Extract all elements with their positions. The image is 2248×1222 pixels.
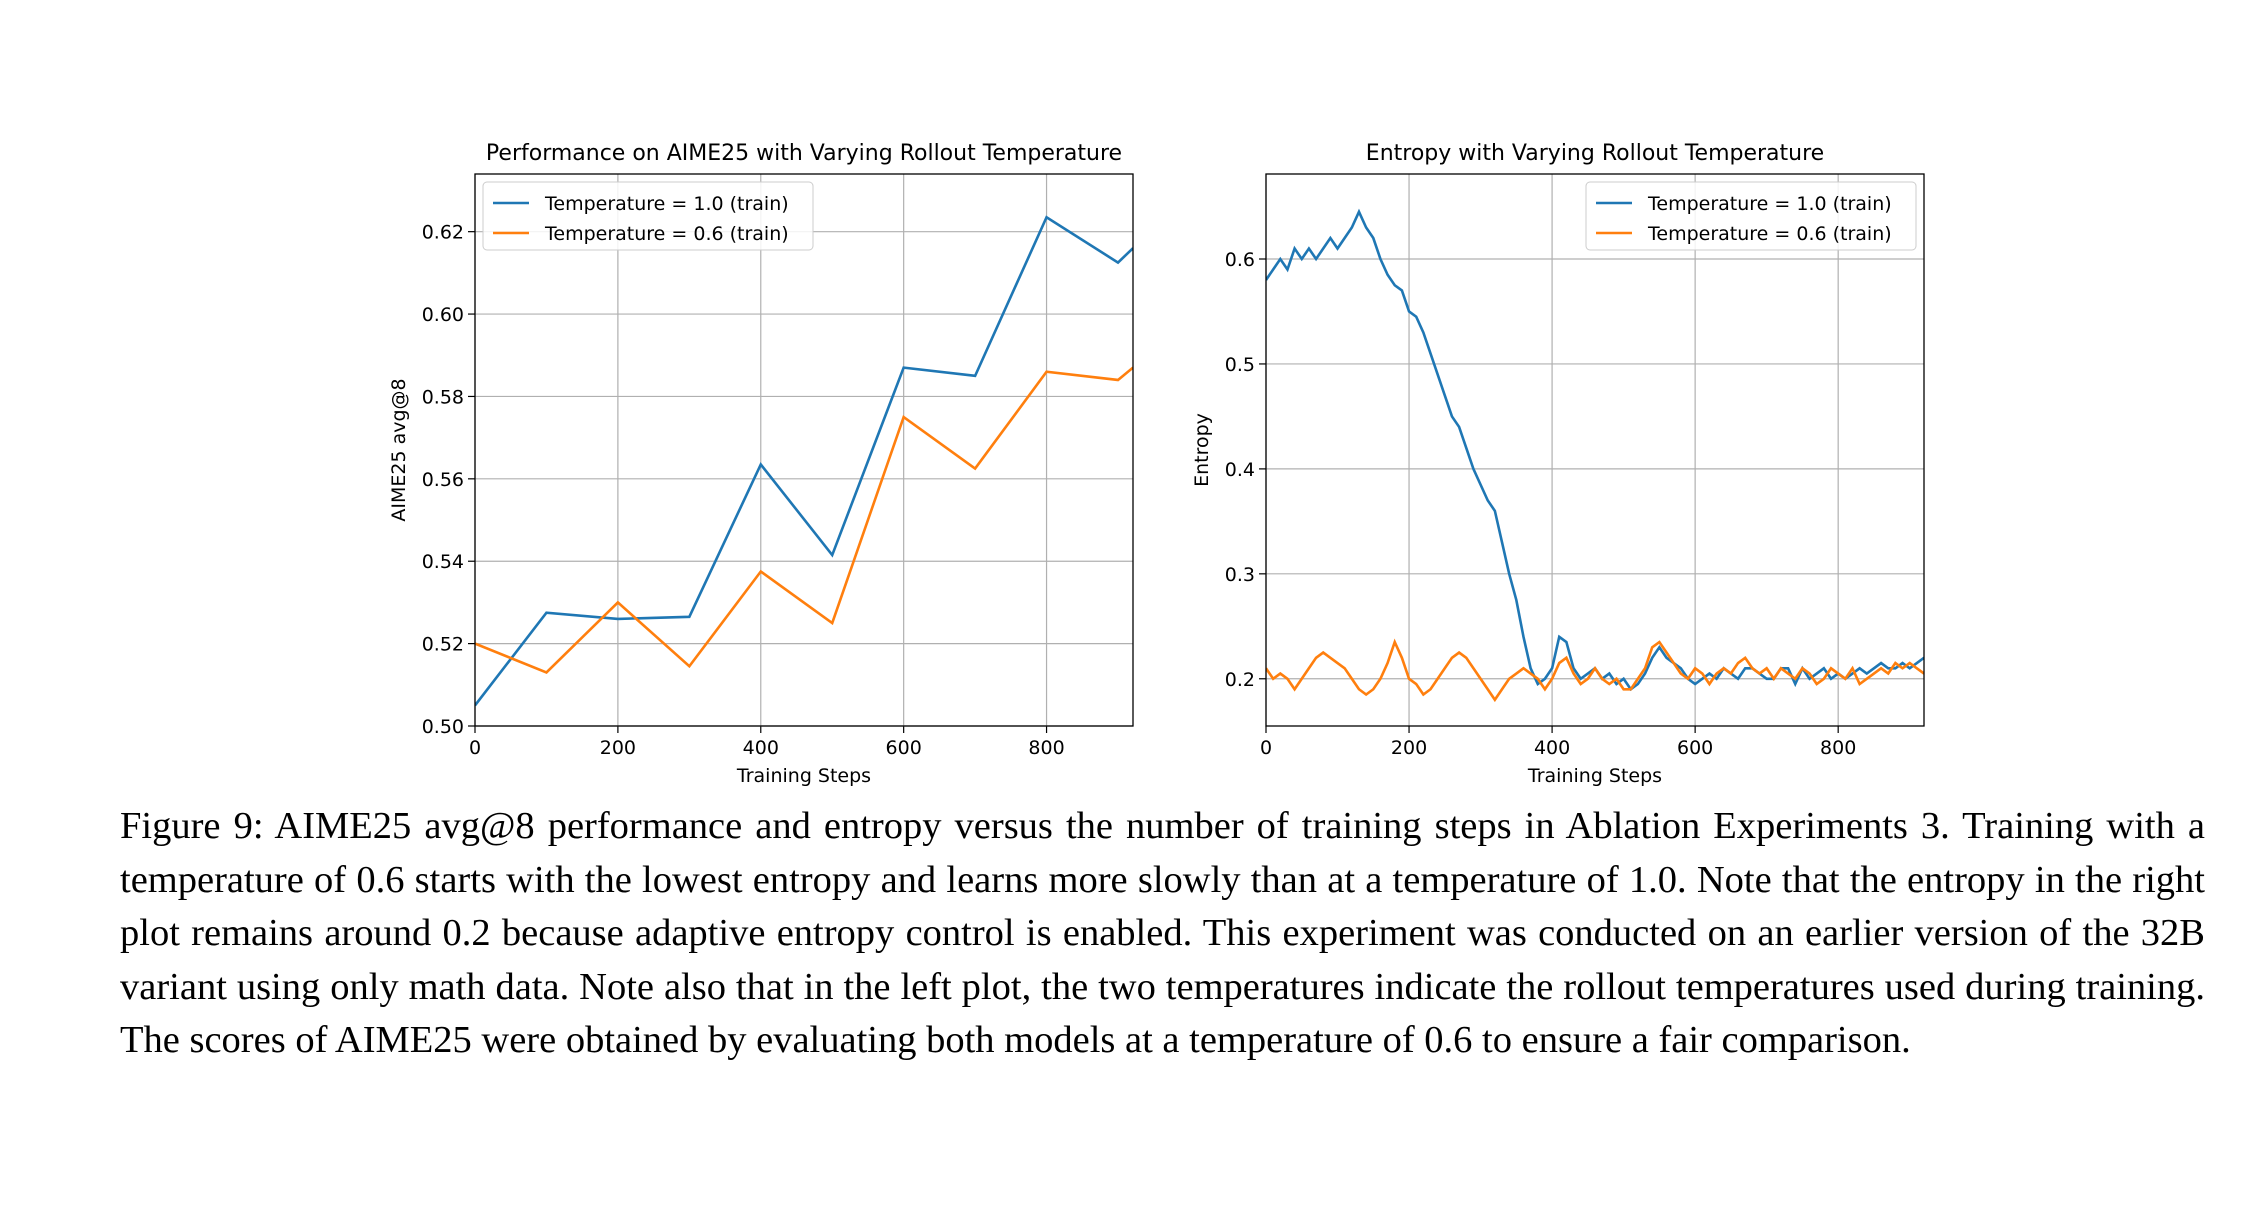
x-axis-label: Training Steps	[736, 765, 871, 787]
x-tick-label: 400	[743, 737, 779, 759]
x-tick-label: 800	[1028, 737, 1064, 759]
x-tick-label: 0	[469, 737, 481, 759]
y-tick-label: 0.54	[422, 551, 464, 573]
x-tick-label: 400	[1534, 737, 1570, 759]
x-tick-label: 0	[1260, 737, 1272, 759]
y-tick-label: 0.56	[422, 469, 464, 491]
legend-box	[1585, 181, 1917, 251]
caption: Figure 9: AIME25 avg@8 performance and e…	[120, 805, 2205, 1061]
line-series	[475, 215, 1133, 707]
x-tick-label: 200	[1391, 737, 1427, 759]
y-tick-label: 0.6	[1225, 249, 1255, 271]
y-tick-label: 0.62	[422, 222, 464, 244]
y-tick-label: 0.60	[422, 304, 464, 326]
x-tick-label: 600	[886, 737, 922, 759]
line-series	[475, 366, 1133, 674]
y-axis-label: Entropy	[1191, 413, 1213, 487]
y-axis-label: AIME25 avg@8	[388, 378, 410, 521]
x-axis-label: Training Steps	[1527, 765, 1662, 787]
axes-frame	[1265, 173, 1925, 727]
x-tick-label: 600	[1677, 737, 1713, 759]
legend-box	[482, 181, 814, 251]
x-tick-label: 800	[1820, 737, 1856, 759]
x-tick-label: 200	[600, 737, 636, 759]
y-tick-label: 0.50	[422, 716, 464, 738]
axes-frame	[474, 173, 1134, 727]
legend-label: Temperature = 0.6 (train)	[544, 223, 789, 245]
legend-label: Temperature = 0.6 (train)	[1647, 223, 1892, 245]
chart-title: Entropy with Varying Rollout Temperature	[1366, 141, 1824, 166]
y-tick-label: 0.4	[1225, 459, 1255, 481]
legend-label: Temperature = 1.0 (train)	[1647, 193, 1892, 215]
chart-title: Performance on AIME25 with Varying Rollo…	[486, 141, 1122, 166]
legend-label: Temperature = 1.0 (train)	[544, 193, 789, 215]
line-series	[1266, 638, 1924, 703]
y-tick-label: 0.52	[422, 634, 464, 656]
y-tick-label: 0.3	[1225, 564, 1255, 586]
y-tick-label: 0.2	[1225, 669, 1255, 691]
line-series	[1266, 208, 1924, 692]
figure: Performance on AIME25 with Varying Rollo…	[388, 141, 1925, 787]
y-tick-label: 0.58	[422, 386, 464, 408]
y-tick-label: 0.5	[1225, 354, 1255, 376]
